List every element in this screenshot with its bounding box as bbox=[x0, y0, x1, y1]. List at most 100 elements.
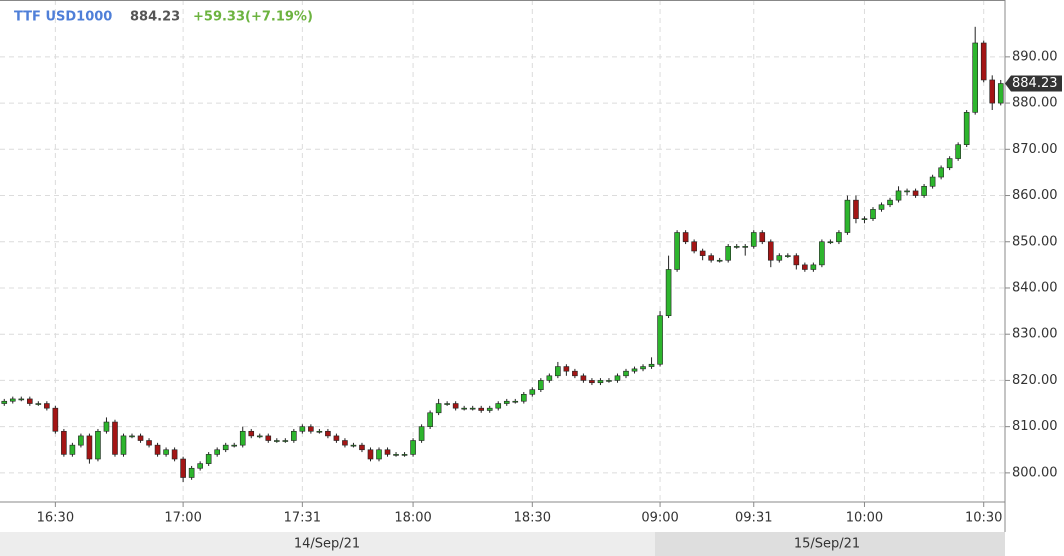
candle-body bbox=[376, 449, 382, 460]
candle-body bbox=[469, 407, 476, 410]
candle-body bbox=[231, 444, 238, 447]
candle-body bbox=[112, 421, 118, 455]
price: 884.23 bbox=[130, 10, 180, 25]
candle-body bbox=[767, 241, 774, 261]
candle-body bbox=[222, 444, 229, 451]
candle-body bbox=[648, 363, 655, 367]
candle-body bbox=[239, 430, 246, 446]
candle-body bbox=[163, 449, 169, 455]
candle-body bbox=[955, 144, 961, 159]
candle-body bbox=[827, 241, 834, 244]
change: +59.33(+7.19%) bbox=[193, 10, 313, 25]
candle-body bbox=[146, 440, 152, 446]
date-label: 15/Sep/21 bbox=[794, 537, 860, 552]
candle-body bbox=[929, 176, 936, 187]
y-tick-label: 830.00 bbox=[1012, 327, 1058, 342]
candle-body bbox=[810, 264, 817, 270]
candle-body bbox=[69, 444, 76, 455]
candle-body bbox=[912, 190, 919, 196]
symbol: TTF USD1000 bbox=[14, 10, 112, 25]
candle-body bbox=[520, 393, 527, 402]
candle-body bbox=[180, 458, 186, 478]
candle-body bbox=[95, 430, 101, 460]
y-tick-label: 840.00 bbox=[1012, 280, 1058, 295]
candle-body bbox=[205, 454, 212, 464]
y-tick-label: 890.00 bbox=[1012, 49, 1058, 64]
candle-body bbox=[35, 403, 42, 405]
x-tick-label: 18:30 bbox=[514, 511, 551, 526]
candle-body bbox=[580, 375, 587, 381]
y-tick-label: 820.00 bbox=[1012, 373, 1058, 388]
candle-body bbox=[308, 426, 314, 432]
candle-body bbox=[946, 158, 953, 169]
x-tick-label: 09:31 bbox=[735, 511, 772, 526]
candle-body bbox=[265, 435, 272, 441]
candle-body bbox=[742, 246, 749, 248]
candle-body bbox=[623, 370, 629, 377]
candle-body bbox=[495, 403, 502, 409]
candle-body bbox=[640, 366, 646, 370]
date-band bbox=[0, 532, 655, 556]
date-label: 14/Sep/21 bbox=[294, 537, 360, 552]
date-band bbox=[655, 532, 1005, 556]
candle-body bbox=[657, 315, 663, 365]
candle-body bbox=[606, 380, 612, 382]
candle-body bbox=[248, 430, 255, 437]
candle-body bbox=[555, 366, 561, 377]
candle-body bbox=[836, 232, 842, 243]
candle-body bbox=[299, 426, 306, 432]
candle-body bbox=[214, 449, 220, 455]
candle-body bbox=[980, 42, 987, 81]
candle-body bbox=[418, 426, 425, 441]
x-tick-label: 10:00 bbox=[846, 511, 883, 526]
candle-body bbox=[154, 444, 161, 455]
candle-body bbox=[546, 375, 553, 381]
x-tick-label: 18:00 bbox=[394, 511, 431, 526]
candle-body bbox=[819, 241, 825, 266]
candle-body bbox=[538, 380, 544, 390]
candle-body bbox=[359, 444, 365, 451]
candle-body bbox=[938, 167, 944, 178]
candle-body bbox=[512, 400, 519, 403]
y-tick-label: 810.00 bbox=[1012, 419, 1058, 434]
candle-body bbox=[750, 232, 757, 247]
candle-body bbox=[733, 246, 740, 248]
candle-body bbox=[325, 430, 331, 437]
candle-body bbox=[486, 407, 493, 411]
candle-body bbox=[401, 454, 408, 456]
candle-body bbox=[367, 449, 374, 460]
candle-body bbox=[529, 389, 536, 395]
candle-body bbox=[887, 199, 893, 206]
candle-body bbox=[972, 42, 978, 113]
candle-body bbox=[878, 204, 885, 210]
candle-body bbox=[597, 380, 604, 384]
candle-body bbox=[27, 398, 33, 404]
candle-body bbox=[725, 246, 731, 261]
last-price-tag bbox=[1005, 75, 1062, 92]
candle-body bbox=[682, 232, 689, 243]
candle-body bbox=[461, 407, 467, 410]
candle-body bbox=[631, 368, 638, 372]
candle-body bbox=[291, 430, 297, 441]
candle-body bbox=[86, 435, 93, 460]
candle-body bbox=[384, 449, 391, 455]
candle-body bbox=[895, 190, 902, 201]
candle-body bbox=[861, 218, 868, 220]
candle-body bbox=[103, 421, 110, 432]
candle-body bbox=[393, 454, 399, 456]
candle-body bbox=[435, 403, 442, 414]
candle-body bbox=[614, 375, 621, 381]
y-tick-label: 870.00 bbox=[1012, 142, 1058, 157]
y-tick-label: 850.00 bbox=[1012, 234, 1058, 249]
candle-body bbox=[256, 435, 263, 438]
candle-body bbox=[333, 435, 340, 441]
candle-body bbox=[78, 435, 84, 446]
candle-body bbox=[410, 440, 416, 455]
candle-body bbox=[188, 467, 195, 478]
candle-body bbox=[452, 403, 459, 409]
candle-body bbox=[989, 79, 996, 104]
candle-body bbox=[171, 449, 178, 460]
candle-body bbox=[589, 380, 595, 384]
x-tick-label: 09:00 bbox=[641, 511, 678, 526]
